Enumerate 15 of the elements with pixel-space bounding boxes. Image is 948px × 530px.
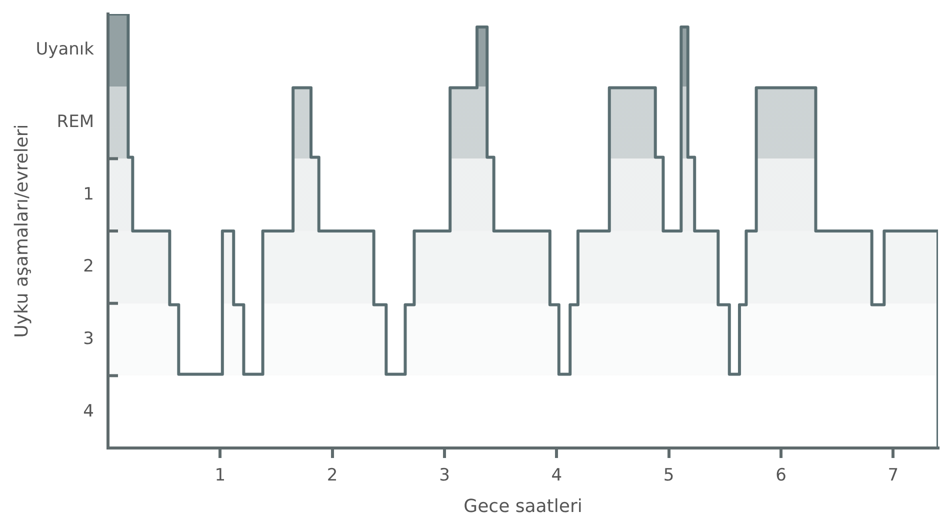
- text: 3: [83, 328, 94, 349]
- x-tick-label: 6: [776, 466, 786, 486]
- text: 1: [83, 184, 94, 204]
- x-axis-title: Gece saatleri: [464, 496, 582, 517]
- text: 2: [83, 256, 94, 277]
- x-tick-label: 4: [551, 466, 562, 486]
- x-tick-label: 3: [439, 466, 450, 486]
- y-axis-title: Uyku aşamaları/evreleri: [11, 124, 32, 338]
- x-tick-label: 5: [663, 466, 674, 486]
- x-tick-label: 7: [888, 466, 899, 486]
- x-tick-label: 2: [326, 466, 338, 486]
- x-tick-label: 1: [214, 466, 226, 486]
- text: REM: [56, 112, 94, 132]
- text: Uyanık: [36, 40, 94, 60]
- text: 4: [83, 401, 94, 422]
